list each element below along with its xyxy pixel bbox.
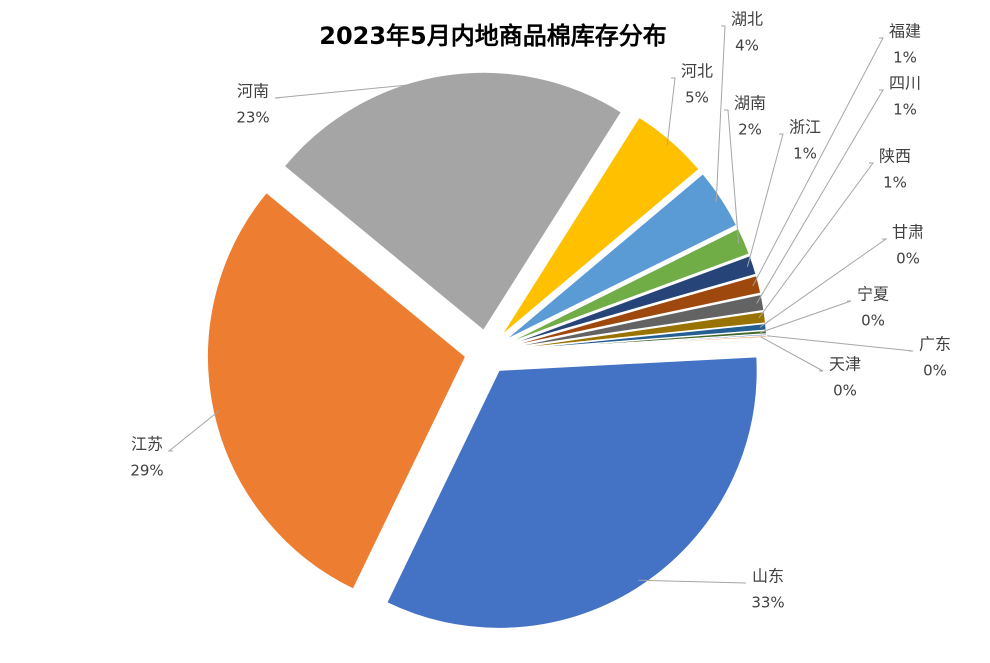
data-label-name: 浙江 (789, 118, 821, 137)
data-label-name: 宁夏 (857, 285, 889, 304)
leader-line (760, 334, 914, 352)
data-label-value: 4% (735, 37, 759, 55)
leader-line (274, 80, 444, 99)
leader-line (759, 238, 888, 328)
data-label-value: 0% (861, 312, 885, 330)
leader-line (746, 133, 784, 267)
data-label-value: 2% (738, 121, 762, 139)
leader-line (724, 109, 740, 244)
data-label-value: 1% (893, 49, 917, 67)
data-label-name: 河南 (237, 82, 269, 101)
data-label-name: 江苏 (131, 435, 163, 454)
data-label-name: 湖南 (734, 94, 766, 113)
pie-slice (207, 191, 467, 590)
data-label-value: 1% (893, 101, 917, 119)
data-label-name: 陕西 (879, 147, 911, 166)
data-label-name: 天津 (829, 355, 861, 374)
data-label-name: 甘肃 (892, 223, 924, 242)
leader-line (752, 37, 884, 287)
data-label-name: 河北 (681, 62, 713, 81)
data-label-value: 33% (751, 594, 784, 612)
data-label-value: 1% (793, 145, 817, 163)
pie-slice (505, 173, 738, 341)
pie-slice (501, 116, 700, 336)
pie-slice (506, 227, 750, 344)
data-label-value: 0% (923, 362, 947, 380)
pie-slice (283, 71, 622, 332)
data-label-value: 0% (833, 382, 857, 400)
data-label-value: 23% (236, 109, 269, 127)
leader-line (167, 410, 220, 452)
data-label-value: 5% (685, 89, 709, 107)
data-label-name: 山东 (752, 567, 784, 586)
data-label-value: 1% (883, 174, 907, 192)
data-label-name: 广东 (919, 335, 951, 354)
leader-line (666, 77, 676, 146)
leader-line (760, 336, 824, 372)
data-label-name: 四川 (889, 74, 921, 93)
data-label-name: 福建 (889, 22, 921, 41)
data-label-name: 湖北 (731, 10, 763, 29)
leader-line (715, 25, 726, 202)
leader-line (758, 162, 874, 319)
chart-title: 2023年5月内地商品棉库存分布 (319, 22, 667, 50)
pie-slice (386, 356, 758, 629)
leader-line (760, 300, 852, 333)
data-label-value: 0% (896, 250, 920, 268)
leader-line (756, 89, 884, 304)
leader-line (638, 579, 747, 584)
pie-slice (508, 275, 762, 348)
pie-slice (508, 335, 768, 352)
data-label-value: 29% (130, 462, 163, 480)
